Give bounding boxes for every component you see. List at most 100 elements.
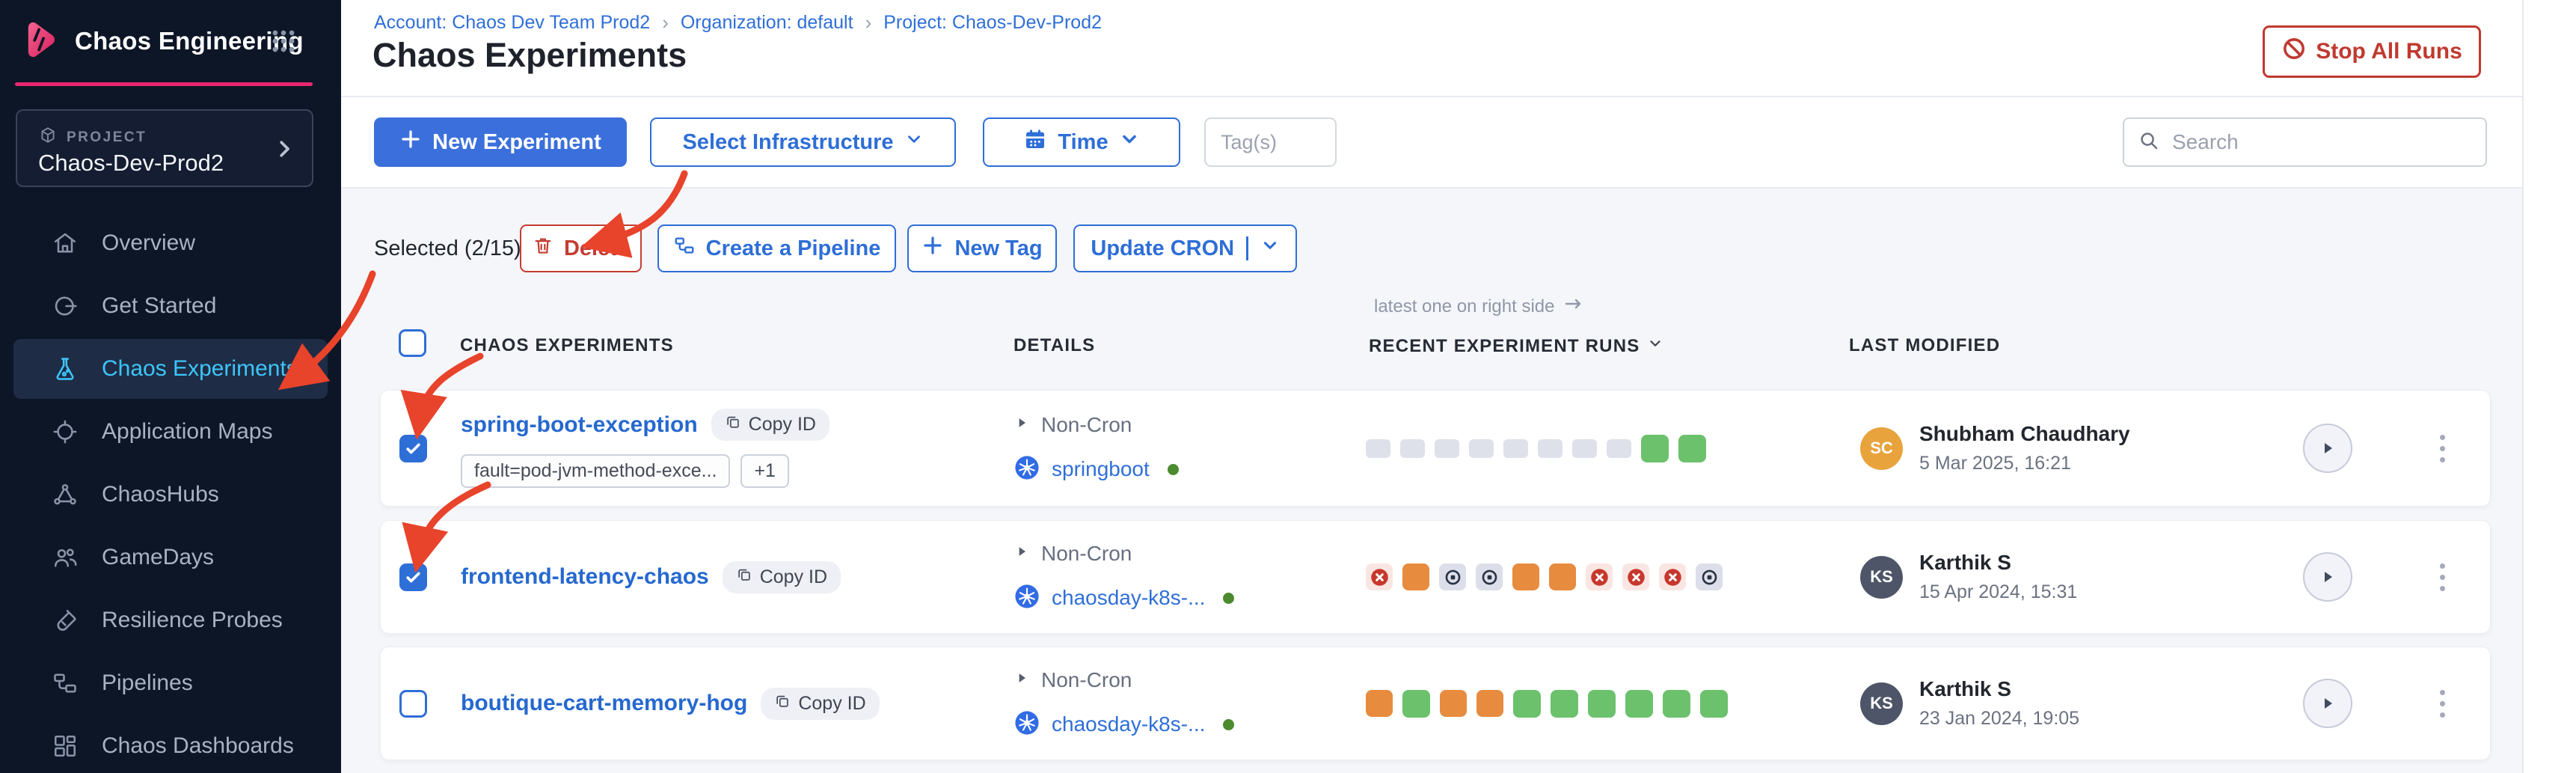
run-status-na[interactable]	[1503, 439, 1528, 458]
infrastructure-link[interactable]: springboot	[1052, 457, 1150, 480]
run-status-na[interactable]	[1469, 439, 1494, 458]
new-experiment-button[interactable]: New Experiment	[374, 117, 627, 167]
app-maps-icon	[51, 418, 79, 446]
breadcrumb: Account: Chaos Dev Team Prod2 › Organizati…	[374, 11, 1102, 34]
kubernetes-icon	[1014, 710, 1040, 739]
sidebar-item-chaoshubs[interactable]: ChaosHubs	[0, 465, 341, 525]
experiment-name-link[interactable]: frontend-latency-chaos	[461, 564, 709, 589]
search-input[interactable]	[2172, 130, 2472, 154]
experiment-name-link[interactable]: spring-boot-exception	[461, 412, 698, 437]
run-status-pass[interactable]	[1678, 434, 1706, 462]
run-status-warn[interactable]	[1512, 563, 1539, 590]
run-status-pass[interactable]	[1641, 434, 1669, 462]
select-all-checkbox[interactable]	[399, 329, 426, 357]
sidebar-item-gamedays[interactable]: GameDays	[0, 528, 341, 587]
row-menu-button[interactable]	[2427, 559, 2457, 595]
search-box[interactable]	[2123, 117, 2487, 167]
caret-right-icon	[1014, 670, 1029, 689]
run-status-fail[interactable]	[1366, 563, 1393, 590]
run-status-fail[interactable]	[1659, 563, 1686, 590]
runs-order-note: latest one on right side	[1374, 295, 1585, 318]
calendar-icon	[1023, 127, 1047, 157]
copy-icon	[774, 693, 791, 715]
copy-id-button[interactable]: Copy ID	[722, 560, 841, 593]
run-status-warn[interactable]	[1402, 563, 1429, 590]
page-header: Account: Chaos Dev Team Prod2 › Organizati…	[341, 0, 2576, 97]
breadcrumb-link[interactable]: Project: Chaos-Dev-Prod2	[883, 12, 1103, 33]
stop-all-runs-button[interactable]: Stop All Runs	[2263, 25, 2481, 78]
run-status-pass[interactable]	[1513, 689, 1541, 718]
avatar: SC	[1860, 427, 1903, 470]
run-experiment-button[interactable]	[2303, 424, 2352, 473]
update-cron-dropdown[interactable]: Update CRON	[1073, 224, 1297, 272]
run-status-na[interactable]	[1435, 439, 1459, 458]
plus-icon	[399, 128, 422, 156]
project-label: PROJECT	[67, 129, 147, 145]
run-status-warn[interactable]	[1440, 690, 1467, 717]
run-status-na[interactable]	[1572, 439, 1597, 458]
accent-divider	[15, 82, 313, 86]
copy-id-button[interactable]: Copy ID	[761, 687, 880, 720]
run-status-warn[interactable]	[1476, 690, 1503, 717]
tag-chip[interactable]: +1	[740, 454, 789, 488]
chevron-right-icon	[273, 138, 295, 164]
sidebar-item-pipelines[interactable]: Pipelines	[0, 653, 341, 713]
run-status-na[interactable]	[1366, 439, 1390, 458]
tags-input[interactable]	[1204, 117, 1337, 167]
modified-by-name: Shubham Chaudhary	[1919, 422, 2130, 445]
sidebar-item-overview[interactable]: Overview	[0, 213, 341, 273]
row-checkbox[interactable]	[399, 563, 427, 591]
select-infrastructure-dropdown[interactable]: Select Infrastructure	[650, 117, 956, 167]
time-filter-dropdown[interactable]: Time	[983, 117, 1180, 167]
run-experiment-button[interactable]	[2303, 679, 2352, 728]
copy-id-button[interactable]: Copy ID	[711, 409, 829, 441]
run-status-pass[interactable]	[1700, 689, 1728, 718]
run-status-stop[interactable]	[1476, 563, 1503, 590]
run-status-fail[interactable]	[1586, 563, 1613, 590]
col-recent-runs[interactable]: RECENT EXPERIMENT RUNS	[1369, 335, 1663, 357]
run-status-pass[interactable]	[1551, 689, 1578, 718]
tag-chip[interactable]: fault=pod-jvm-method-exce...	[461, 454, 731, 488]
run-status-pass[interactable]	[1625, 689, 1653, 718]
run-experiment-button[interactable]	[2303, 552, 2352, 602]
run-status-warn[interactable]	[1366, 690, 1393, 717]
run-status-pass[interactable]	[1402, 689, 1430, 718]
infrastructure-link[interactable]: chaosday-k8s-...	[1052, 586, 1206, 609]
run-status-na[interactable]	[1607, 439, 1631, 458]
col-last-modified: LAST MODIFIED	[1849, 335, 2001, 355]
divider	[1246, 236, 1248, 260]
run-status-fail[interactable]	[1622, 563, 1649, 590]
row-menu-button[interactable]	[2427, 685, 2457, 721]
row-menu-button[interactable]	[2427, 430, 2457, 466]
search-icon	[2138, 129, 2160, 156]
run-status-pass[interactable]	[1663, 689, 1690, 718]
experiment-name-link[interactable]: boutique-cart-memory-hog	[461, 691, 748, 715]
chevron-down-icon	[1647, 335, 1663, 357]
sidebar-item-application-maps[interactable]: Application Maps	[0, 402, 341, 462]
breadcrumb-link[interactable]: Organization: default	[680, 12, 853, 33]
col-chaos-experiments: CHAOS EXPERIMENTS	[460, 335, 674, 355]
sidebar-item-resilience-probes[interactable]: Resilience Probes	[0, 590, 341, 650]
modified-date: 15 Apr 2024, 15:31	[1919, 581, 2078, 602]
delete-button[interactable]: Delete	[520, 224, 642, 272]
new-tag-button[interactable]: New Tag	[907, 224, 1057, 272]
sidebar-item-chaos-experiments[interactable]: Chaos Experiments	[13, 339, 328, 399]
infrastructure-link[interactable]: chaosday-k8s-...	[1052, 712, 1206, 736]
row-checkbox[interactable]	[399, 689, 427, 718]
run-status-na[interactable]	[1400, 439, 1425, 458]
run-status-na[interactable]	[1538, 439, 1563, 458]
sidebar-item-chaos-dashboards[interactable]: Chaos Dashboards	[0, 716, 341, 773]
module-grid-icon[interactable]	[269, 27, 298, 59]
sidebar-item-get-started[interactable]: Get Started	[0, 276, 341, 336]
row-checkbox[interactable]	[399, 434, 427, 462]
run-status-stop[interactable]	[1439, 563, 1466, 590]
run-status-stop[interactable]	[1696, 563, 1723, 590]
create-pipeline-button[interactable]: Create a Pipeline	[657, 224, 896, 272]
copy-icon	[725, 414, 741, 436]
project-selector[interactable]: PROJECT Chaos-Dev-Prod2	[16, 109, 313, 187]
breadcrumb-link[interactable]: Account: Chaos Dev Team Prod2	[374, 12, 651, 33]
recent-runs	[1366, 521, 1844, 633]
run-status-pass[interactable]	[1588, 689, 1616, 718]
run-status-warn[interactable]	[1549, 563, 1576, 590]
